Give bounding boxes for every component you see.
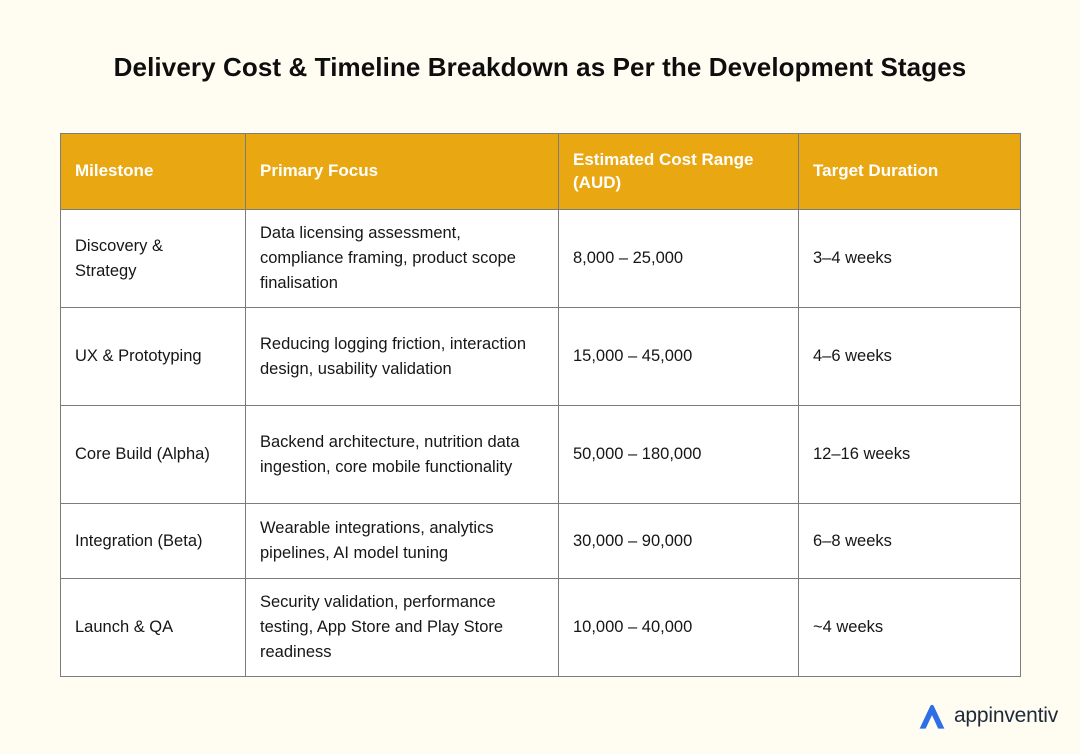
cell-milestone: Core Build (Alpha) xyxy=(60,405,246,504)
cell-focus: Wearable integrations, analytics pipelin… xyxy=(245,503,559,579)
cell-cost: 15,000 – 45,000 xyxy=(558,307,799,406)
page-title: Delivery Cost & Timeline Breakdown as Pe… xyxy=(113,52,967,82)
cell-cost: 8,000 – 25,000 xyxy=(558,209,799,308)
cell-duration: ~4 weeks xyxy=(798,578,1021,677)
table-row: Discovery & Strategy Data licensing asse… xyxy=(60,209,1021,308)
header-cost-range: Estimated Cost Range (AUD) xyxy=(558,133,799,210)
cell-cost: 30,000 – 90,000 xyxy=(558,503,799,579)
header-milestone: Milestone xyxy=(60,133,246,210)
cell-focus: Data licensing assessment, compliance fr… xyxy=(245,209,559,308)
cell-milestone: Integration (Beta) xyxy=(60,503,246,579)
cell-focus: Reducing logging friction, interaction d… xyxy=(245,307,559,406)
cell-milestone: Discovery & Strategy xyxy=(60,209,246,308)
cell-milestone: Launch & QA xyxy=(60,578,246,677)
table-row: UX & Prototyping Reducing logging fricti… xyxy=(60,307,1021,406)
cell-duration: 4–6 weeks xyxy=(798,307,1021,406)
cell-focus: Backend architecture, nutrition data ing… xyxy=(245,405,559,504)
header-primary-focus: Primary Focus xyxy=(245,133,559,210)
cell-milestone: UX & Prototyping xyxy=(60,307,246,406)
header-target-duration: Target Duration xyxy=(798,133,1021,210)
table-header-row: Milestone Primary Focus Estimated Cost R… xyxy=(60,133,1021,210)
cost-timeline-table: Milestone Primary Focus Estimated Cost R… xyxy=(60,133,1021,677)
appinventiv-logo-text: appinventiv xyxy=(953,704,1058,727)
cell-cost: 10,000 – 40,000 xyxy=(558,578,799,677)
cell-duration: 12–16 weeks xyxy=(798,405,1021,504)
cell-duration: 3–4 weeks xyxy=(798,209,1021,308)
table-row: Launch & QA Security validation, perform… xyxy=(60,578,1021,677)
cell-cost: 50,000 – 180,000 xyxy=(558,405,799,504)
cell-duration: 6–8 weeks xyxy=(798,503,1021,579)
cell-focus: Security validation, performance testing… xyxy=(245,578,559,677)
table-row: Integration (Beta) Wearable integrations… xyxy=(60,503,1021,579)
appinventiv-a-icon xyxy=(919,704,945,729)
table-row: Core Build (Alpha) Backend architecture,… xyxy=(60,405,1021,504)
appinventiv-logo: appinventiv xyxy=(917,700,1058,732)
